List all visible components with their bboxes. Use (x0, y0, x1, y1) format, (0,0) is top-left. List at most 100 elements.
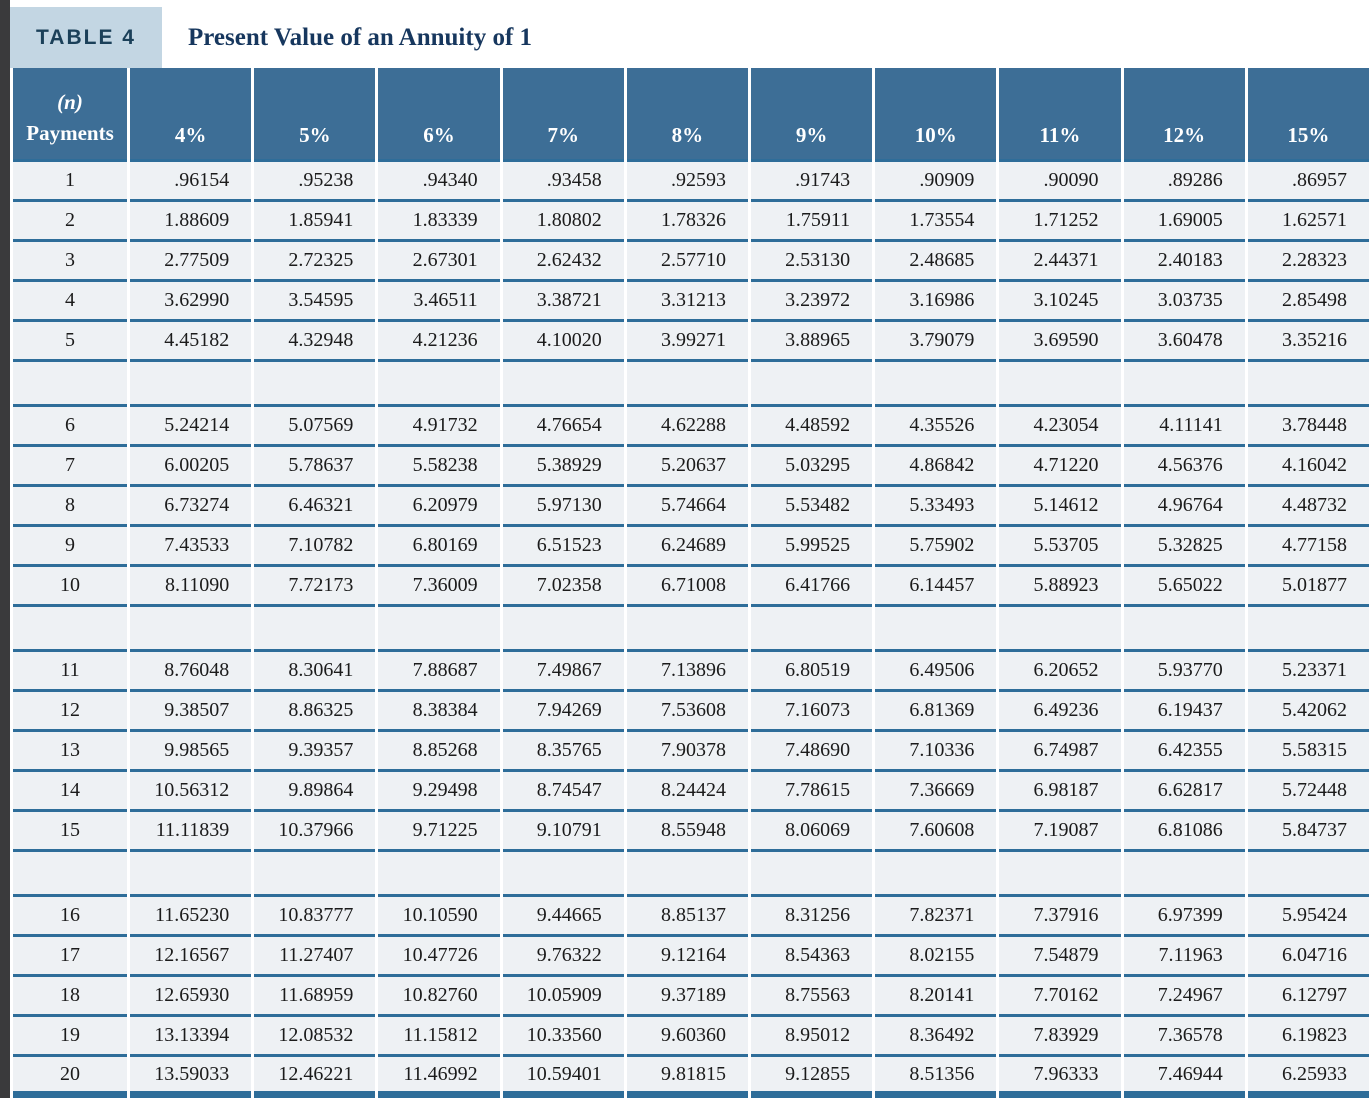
value-cell: 5.88923 (999, 567, 1121, 607)
value-cell: 3.88965 (750, 322, 873, 362)
value-cell: 7.11963 (1123, 937, 1245, 977)
spacer-cell (1123, 607, 1245, 652)
value-cell: 5.75902 (875, 527, 997, 567)
table-row: 6 5.24214 5.07569 4.91732 4.76654 4.62288 4.48… (13, 407, 1369, 447)
table-row: 19 13.13394 12.08532 11.15812 10.33560 9.6036… (13, 1017, 1369, 1057)
value-cell: 2.62432 (502, 242, 624, 282)
value-cell: 7.94269 (502, 692, 624, 732)
value-cell: 10.37966 (254, 812, 376, 852)
payments-cell: 3 (13, 242, 128, 282)
spacer-cell (626, 852, 748, 897)
value-cell: 4.48732 (1247, 487, 1369, 527)
value-cell: 8.06069 (750, 812, 873, 852)
payments-cell: 20 (13, 1057, 128, 1098)
value-cell: 7.13896 (626, 652, 748, 692)
value-cell: 8.74547 (502, 772, 624, 812)
value-cell: 6.80519 (750, 652, 873, 692)
value-cell: 5.23371 (1247, 652, 1369, 692)
value-cell: 2.44371 (999, 242, 1121, 282)
value-cell: 8.76048 (130, 652, 252, 692)
spacer-cell (999, 852, 1121, 897)
value-cell: 11.46992 (378, 1057, 500, 1098)
value-cell: 6.46321 (254, 487, 376, 527)
spacer-cell (13, 362, 128, 407)
present-value-annuity-table: (n) Payments 4% 5% 6% 7% 8% 9% 10% 11% 12% 15% 1.… (10, 68, 1372, 1098)
payments-cell: 13 (13, 732, 128, 772)
payments-column-header: (n) Payments (13, 68, 128, 162)
value-cell: 9.12855 (750, 1057, 873, 1098)
table-row: 8 6.73274 6.46321 6.20979 5.97130 5.74664 5.53… (13, 487, 1369, 527)
value-cell: 10.33560 (502, 1017, 624, 1057)
value-cell: .89286 (1123, 162, 1245, 202)
group-spacer-row (13, 362, 1369, 407)
payments-cell: 11 (13, 652, 128, 692)
value-cell: 1.75911 (750, 202, 873, 242)
value-cell: 11.65230 (130, 897, 252, 937)
value-cell: 9.44665 (502, 897, 624, 937)
table-row: 10 8.11090 7.72173 7.36009 7.02358 6.71008 6.4… (13, 567, 1369, 607)
value-cell: 1.73554 (875, 202, 997, 242)
value-cell: 5.78637 (254, 447, 376, 487)
spacer-cell (13, 607, 128, 652)
value-cell: 11.15812 (378, 1017, 500, 1057)
table-row: 5 4.45182 4.32948 4.21236 4.10020 3.99271 3.88… (13, 322, 1369, 362)
group-spacer-row (13, 852, 1369, 897)
value-cell: 5.72448 (1247, 772, 1369, 812)
value-cell: 7.16073 (750, 692, 873, 732)
value-cell: 6.49236 (999, 692, 1121, 732)
table-row: 18 12.65930 11.68959 10.82760 10.05909 9.3718… (13, 977, 1369, 1017)
value-cell: 11.68959 (254, 977, 376, 1017)
value-cell: 3.46511 (378, 282, 500, 322)
value-cell: 5.58238 (378, 447, 500, 487)
value-cell: .96154 (130, 162, 252, 202)
value-cell: 8.51356 (875, 1057, 997, 1098)
value-cell: 7.60608 (875, 812, 997, 852)
rate-column-header: 12% (1123, 68, 1245, 162)
value-cell: 5.99525 (750, 527, 873, 567)
value-cell: 8.55948 (626, 812, 748, 852)
value-cell: 1.83339 (378, 202, 500, 242)
table-tag: TABLE 4 (36, 25, 136, 49)
spacer-cell (378, 362, 500, 407)
table-row: 3 2.77509 2.72325 2.67301 2.62432 2.57710 2.53… (13, 242, 1369, 282)
value-cell: 2.77509 (130, 242, 252, 282)
value-cell: 6.81369 (875, 692, 997, 732)
rate-column-header: 11% (999, 68, 1121, 162)
value-cell: 4.86842 (875, 447, 997, 487)
value-cell: 8.35765 (502, 732, 624, 772)
value-cell: 6.71008 (626, 567, 748, 607)
table-content: TABLE 4 Present Value of an Annuity of 1… (10, 0, 1372, 1098)
payments-cell: 14 (13, 772, 128, 812)
value-cell: 4.96764 (1123, 487, 1245, 527)
spacer-cell (254, 852, 376, 897)
value-cell: 7.53608 (626, 692, 748, 732)
value-cell: 9.81815 (626, 1057, 748, 1098)
value-cell: 3.38721 (502, 282, 624, 322)
rate-column-header: 6% (378, 68, 500, 162)
payments-cell: 10 (13, 567, 128, 607)
spacer-cell (254, 362, 376, 407)
value-cell: 7.24967 (1123, 977, 1245, 1017)
value-cell: 9.98565 (130, 732, 252, 772)
table-row: 15 11.11839 10.37966 9.71225 9.10791 8.55948 8… (13, 812, 1369, 852)
table-title: Present Value of an Annuity of 1 (188, 24, 533, 51)
value-cell: 3.10245 (999, 282, 1121, 322)
value-cell: 11.27407 (254, 937, 376, 977)
value-cell: 8.36492 (875, 1017, 997, 1057)
rate-column-header: 7% (502, 68, 624, 162)
spacer-cell (626, 607, 748, 652)
value-cell: .92593 (626, 162, 748, 202)
value-cell: 5.14612 (999, 487, 1121, 527)
table-row: 13 9.98565 9.39357 8.85268 8.35765 7.90378 7.4… (13, 732, 1369, 772)
value-cell: 4.23054 (999, 407, 1121, 447)
value-cell: .90909 (875, 162, 997, 202)
value-cell: 13.13394 (130, 1017, 252, 1057)
value-cell: 7.70162 (999, 977, 1121, 1017)
rate-column-header: 8% (626, 68, 748, 162)
value-cell: 9.39357 (254, 732, 376, 772)
table-row: 20 13.59033 12.46221 11.46992 10.59401 9.8181… (13, 1057, 1369, 1098)
value-cell: 13.59033 (130, 1057, 252, 1098)
value-cell: 6.00205 (130, 447, 252, 487)
value-cell: 8.75563 (750, 977, 873, 1017)
table-row: 17 12.16567 11.27407 10.47726 9.76322 9.12164… (13, 937, 1369, 977)
